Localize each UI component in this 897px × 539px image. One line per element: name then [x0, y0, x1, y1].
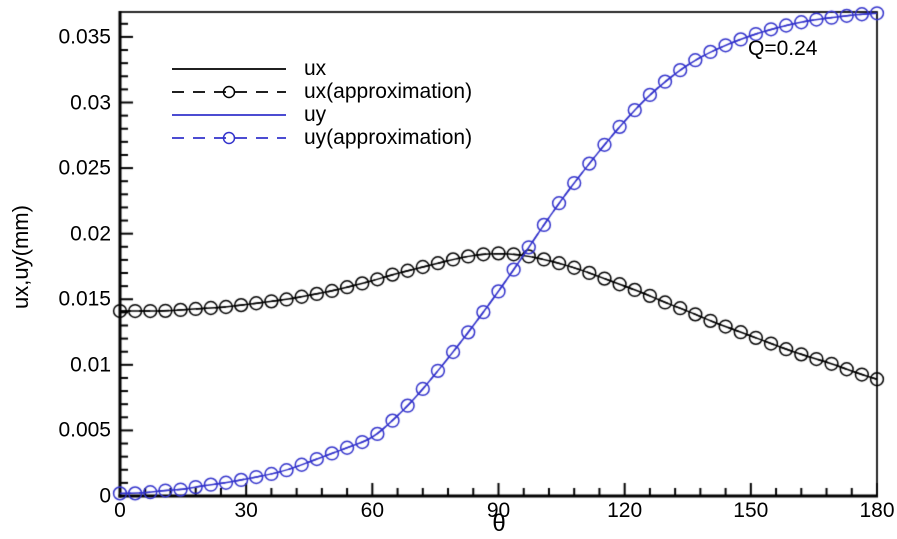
x-tick-label: 120: [607, 499, 643, 522]
solid-line-icon: [172, 113, 286, 116]
annotation-q-value: Q=0.24: [748, 37, 818, 60]
y-tick-label: 0.03: [70, 91, 111, 114]
legend-item: uy: [170, 103, 472, 126]
x-tick-label: 180: [859, 499, 895, 522]
x-tick-label: 0: [114, 499, 126, 522]
y-tick-label: 0: [99, 484, 111, 508]
x-tick-label: 90: [486, 499, 511, 522]
y-tick-label: 0.005: [58, 418, 111, 442]
x-axis-title: θ: [492, 510, 506, 537]
y-tick-label: 0.035: [58, 25, 111, 49]
x-tick-label: 150: [733, 499, 769, 522]
y-tick-label: 0.025: [58, 156, 111, 180]
solid-line-icon: [172, 67, 286, 70]
legend-label: uy(approximation): [304, 126, 473, 149]
dashed-line-marker-icon: [172, 85, 286, 98]
legend-label: uy: [304, 103, 327, 126]
legend-item: ux: [170, 57, 472, 80]
y-tick-label: 0.015: [58, 287, 111, 311]
legend-label: ux: [304, 57, 327, 80]
dashed-line-marker-icon: [172, 131, 286, 144]
y-tick-label: 0.02: [70, 222, 111, 246]
x-tick-label: 30: [234, 499, 258, 522]
y-axis-title: ux,uy(mm): [8, 205, 33, 309]
legend-item: uy(approximation): [170, 126, 472, 149]
legend: ux ux(approximation) uy uy(approximation): [170, 57, 472, 149]
legend-item: ux(approximation): [170, 80, 472, 103]
x-tick-label: 60: [360, 499, 385, 522]
legend-label: ux(approximation): [304, 80, 473, 103]
y-tick-label: 0.01: [70, 353, 111, 377]
